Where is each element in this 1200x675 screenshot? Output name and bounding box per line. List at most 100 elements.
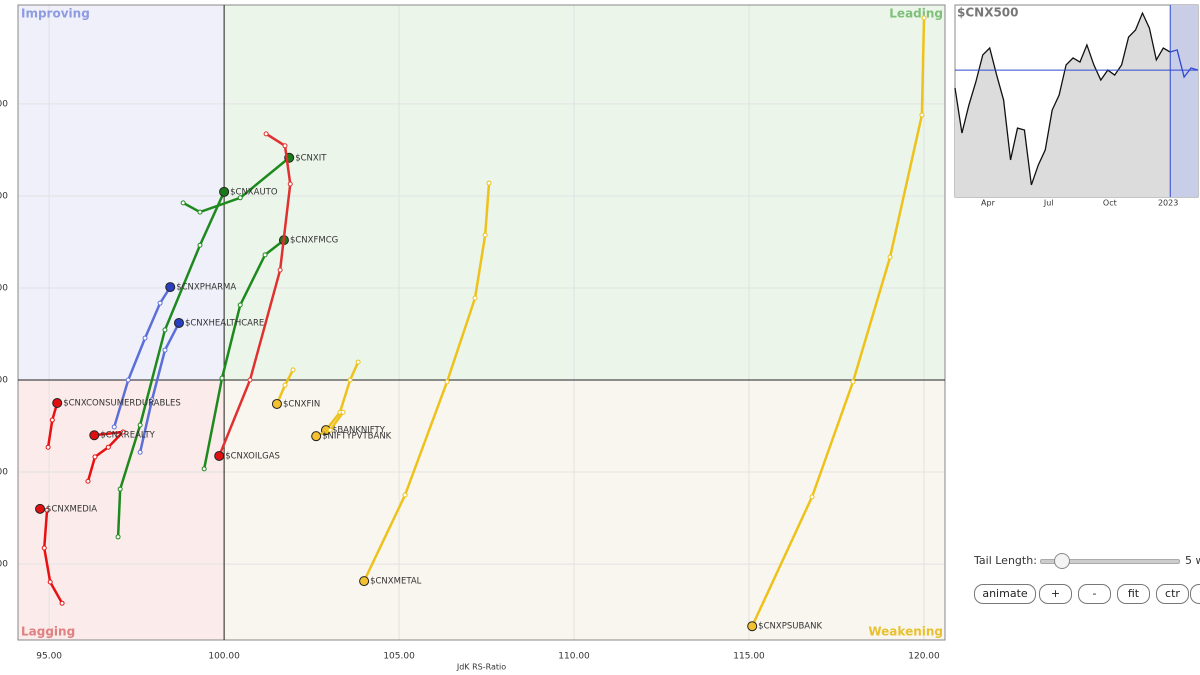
tail-line [218,132,292,457]
line [954,11,1171,186]
head-point [89,430,100,441]
x-tick-label: 115.00 [733,652,765,662]
x-tick-label: 2023 [1158,199,1178,208]
tail-point [162,347,168,353]
tail-point [111,424,117,430]
x-tick-label: 120.00 [908,652,940,662]
x-tick-label: 100.00 [208,652,240,662]
quadrant-label: Weakening [868,625,943,639]
tail-point [120,429,126,435]
y-tick-label: 100.00 [0,376,8,386]
series-label: $CNXPSUBANK [758,622,822,632]
series-label: $CNXMETAL [370,577,422,587]
series-label: $CNXFMCG [290,236,338,246]
y-tick-label: 106.00 [0,99,8,109]
chart-title: $CNX500 [957,6,1019,20]
head-point [219,186,230,197]
head-point [173,317,184,328]
tail-line [324,361,360,431]
tail-line [362,182,491,582]
rrg-chart: Improving Leading Lagging Weakening 95.00 100… [0,4,946,672]
quadrant-label: Leading [889,7,943,21]
quadrant-label: Improving [21,7,90,21]
tail-point [44,507,50,513]
tail-line [138,322,181,453]
tail-point [197,242,203,248]
tail-point [282,382,288,388]
tail-slider[interactable] [1040,559,1180,564]
button[interactable]: + [1039,584,1072,604]
tail-point [287,181,293,187]
tail-point [237,195,243,201]
tail-point [887,254,893,260]
tail-point [92,454,98,460]
tail-point [809,494,815,500]
tail-point [247,377,253,383]
tail-point [850,379,856,385]
y-tick-label: 102.00 [0,283,8,293]
series-label: $CNXHEALTHCARE [185,318,264,328]
tail-point [49,417,55,423]
tail-point [263,131,269,137]
button[interactable]: - [1078,584,1111,604]
quadrant [224,380,946,640]
button[interactable] [1190,584,1200,604]
tail-point [340,409,346,415]
head-point [311,431,322,442]
tail-point [137,449,143,455]
head-point [271,398,282,409]
tail-length-value: 5 w [1185,554,1200,567]
tail-point [444,379,450,385]
tail-point [41,545,47,551]
tail-point [486,180,492,186]
tail-point [262,252,268,258]
area [1170,49,1198,197]
series-label: $NIFTYPVTBANK [322,432,392,442]
tail-point [355,359,361,365]
plot-frame [17,4,946,641]
series-label: $CNXMEDIA [46,504,97,514]
y-tick-label: 98.00 [0,468,8,478]
x-tick-label: Jul [1043,199,1054,208]
head-point [359,576,370,587]
tail-point [59,600,65,606]
tail-point [402,492,408,498]
tail-point [142,335,148,341]
tail-point [277,267,283,273]
head-point [35,503,46,514]
slider-knob[interactable] [1054,553,1070,569]
tail-point [237,302,243,308]
tail-point [125,377,131,383]
series-label: $CNXIT [295,153,327,163]
tail-point [347,377,353,383]
tail-length-label: Tail Length: [974,554,1037,567]
tail-point [472,295,478,301]
quadrant-label: Lagging [21,625,75,639]
tail-point [919,112,925,118]
x-tick-label: 105.00 [383,652,415,662]
tail-point [45,444,51,450]
series-label: $CNXPHARMA [176,283,236,293]
line [1170,49,1199,79]
x-tick-label: Oct [1103,199,1117,208]
tail-point [157,300,163,306]
button[interactable]: ctr [1156,584,1189,604]
button[interactable]: fit [1117,584,1150,604]
tail-point [197,209,203,215]
series-label: $CNXOILGAS [225,451,280,461]
tail-line [116,191,226,537]
series-label: $CNXAUTO [230,187,278,197]
series-label: $CNXREALTY [100,431,155,441]
tail-point [137,422,143,428]
y-tick-label: 104.00 [0,191,8,201]
tail-line [182,156,290,214]
tail-point [282,143,288,149]
series-label: $BANKNIFTY [332,426,386,436]
x-tick-label: 110.00 [558,652,590,662]
x-axis-label: JdK RS-Ratio [456,663,506,672]
area [955,13,1171,198]
quadrant [18,5,225,381]
button[interactable]: animate [974,584,1036,604]
tail-point [47,579,53,585]
